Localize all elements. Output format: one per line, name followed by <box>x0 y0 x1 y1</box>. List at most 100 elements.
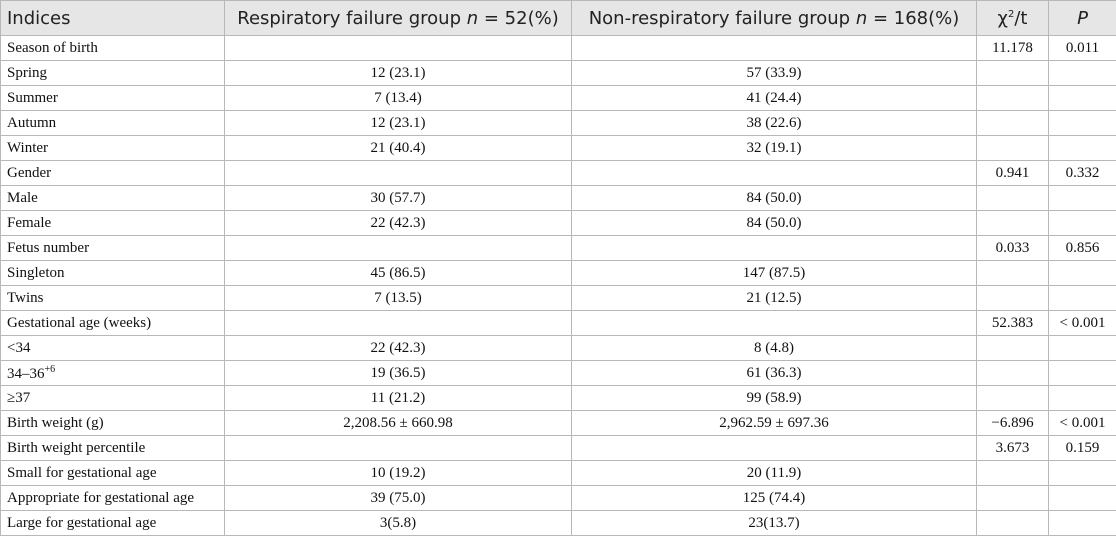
table-cell: Gestational age (weeks) <box>0 310 225 336</box>
cell-text: 11 (21.2) <box>370 389 426 406</box>
cell-text: 0.856 <box>1065 239 1100 256</box>
table-cell <box>976 110 1049 136</box>
cell-text: < 0.001 <box>1059 314 1106 331</box>
cell-text: 52.383 <box>991 314 1034 331</box>
cell-text: 125 (74.4) <box>742 489 806 506</box>
table-cell: 22 (42.3) <box>224 335 572 361</box>
cell-text: 61 (36.3) <box>746 364 802 381</box>
table-row: Large for gestational age 3(5.8) 23(13.7) <box>0 510 1116 536</box>
table-cell: 22 (42.3) <box>224 210 572 236</box>
table-row: Spring 12 (23.1) 57 (33.9) <box>0 60 1116 86</box>
table-cell: 7 (13.4) <box>224 85 572 111</box>
header-cell: P <box>1048 0 1116 36</box>
table-cell: 147 (87.5) <box>571 260 977 286</box>
table-cell: ≥37 <box>0 385 225 411</box>
table-row: Season of birth 11.178 0.011 <box>0 35 1116 61</box>
table-cell: 19 (36.5) <box>224 360 572 386</box>
cell-text: 30 (57.7) <box>370 189 426 206</box>
table-cell <box>976 485 1049 511</box>
table-cell <box>1048 385 1116 411</box>
table-cell <box>1048 335 1116 361</box>
cell-text: 23(13.7) <box>748 514 800 531</box>
cell-text: Singleton <box>7 264 65 281</box>
cell-text: 147 (87.5) <box>742 264 806 281</box>
table-row: Fetus number 0.033 0.856 <box>0 235 1116 261</box>
table-cell: Birth weight percentile <box>0 435 225 461</box>
cell-text: Small for gestational age <box>7 464 157 481</box>
table-cell: Winter <box>0 135 225 161</box>
table-cell: Small for gestational age <box>0 460 225 486</box>
cell-text: Non-respiratory failure group <box>588 7 856 29</box>
table-cell <box>1048 460 1116 486</box>
table-cell <box>571 310 977 336</box>
cell-text: 84 (50.0) <box>746 189 802 206</box>
cell-text: 39 (75.0) <box>370 489 426 506</box>
cell-text: Appropriate for gestational age <box>7 489 195 506</box>
table-cell <box>1048 185 1116 211</box>
italic-text: n <box>466 7 479 29</box>
table-cell: <34 <box>0 335 225 361</box>
table-cell <box>224 35 572 61</box>
table-cell: 23(13.7) <box>571 510 977 536</box>
table-cell <box>976 210 1049 236</box>
table-cell: 45 (86.5) <box>224 260 572 286</box>
table-cell <box>976 510 1049 536</box>
cell-text: 12 (23.1) <box>370 114 426 131</box>
table-cell: 2,208.56 ± 660.98 <box>224 410 572 436</box>
cell-text: < 0.001 <box>1059 414 1106 431</box>
table-cell: 0.033 <box>976 235 1049 261</box>
table-cell: Birth weight (g) <box>0 410 225 436</box>
table-cell <box>976 85 1049 111</box>
cell-text: Respiratory failure group <box>237 7 467 29</box>
table-cell <box>224 435 572 461</box>
cell-text: 32 (19.1) <box>746 139 802 156</box>
cell-text: 8 (4.8) <box>754 339 794 356</box>
cell-text: <34 <box>7 339 31 356</box>
cell-text: 0.941 <box>995 164 1030 181</box>
table-cell <box>1048 60 1116 86</box>
table-cell: 0.941 <box>976 160 1049 186</box>
table-cell <box>976 135 1049 161</box>
cell-text: 34–36 <box>7 365 45 382</box>
cell-text: = 52(%) <box>478 7 559 29</box>
table-row: Autumn 12 (23.1) 38 (22.6) <box>0 110 1116 136</box>
table-cell: Summer <box>0 85 225 111</box>
cell-text: 11.178 <box>992 39 1033 56</box>
cell-text: 2,962.59 ± 697.36 <box>719 414 829 431</box>
table-cell: 32 (19.1) <box>571 135 977 161</box>
cell-text: 20 (11.9) <box>746 464 802 481</box>
table-cell <box>1048 85 1116 111</box>
cell-text: ≥37 <box>7 389 31 406</box>
table-cell: 11.178 <box>976 35 1049 61</box>
table-cell: 0.856 <box>1048 235 1116 261</box>
cell-text: 0.159 <box>1065 439 1100 456</box>
table-cell: < 0.001 <box>1048 410 1116 436</box>
table-cell: 0.011 <box>1048 35 1116 61</box>
table-cell: 0.159 <box>1048 435 1116 461</box>
superscript: 2 <box>1007 8 1015 20</box>
header-cell: Non-respiratory failure group n = 168(%) <box>571 0 977 36</box>
table-cell <box>976 185 1049 211</box>
table-cell: 52.383 <box>976 310 1049 336</box>
cell-text: 7 (13.5) <box>374 289 422 306</box>
table-cell <box>571 235 977 261</box>
cell-text: 99 (58.9) <box>746 389 802 406</box>
table-cell <box>1048 485 1116 511</box>
table-cell: 2,962.59 ± 697.36 <box>571 410 977 436</box>
table-cell <box>1048 210 1116 236</box>
cell-text: 0.011 <box>1065 39 1100 56</box>
table-cell <box>1048 260 1116 286</box>
table-cell <box>1048 110 1116 136</box>
header-cell: Respiratory failure group n = 52(%) <box>224 0 572 36</box>
cell-text: Season of birth <box>7 39 98 56</box>
cell-text: 84 (50.0) <box>746 214 802 231</box>
table-cell: 57 (33.9) <box>571 60 977 86</box>
table-cell: Twins <box>0 285 225 311</box>
table-cell: 21 (40.4) <box>224 135 572 161</box>
table-cell: 3(5.8) <box>224 510 572 536</box>
header-row: Indices Respiratory failure group n = 52(… <box>0 0 1116 36</box>
cell-text: 22 (42.3) <box>370 214 426 231</box>
table-cell: 8 (4.8) <box>571 335 977 361</box>
table-cell: 41 (24.4) <box>571 85 977 111</box>
